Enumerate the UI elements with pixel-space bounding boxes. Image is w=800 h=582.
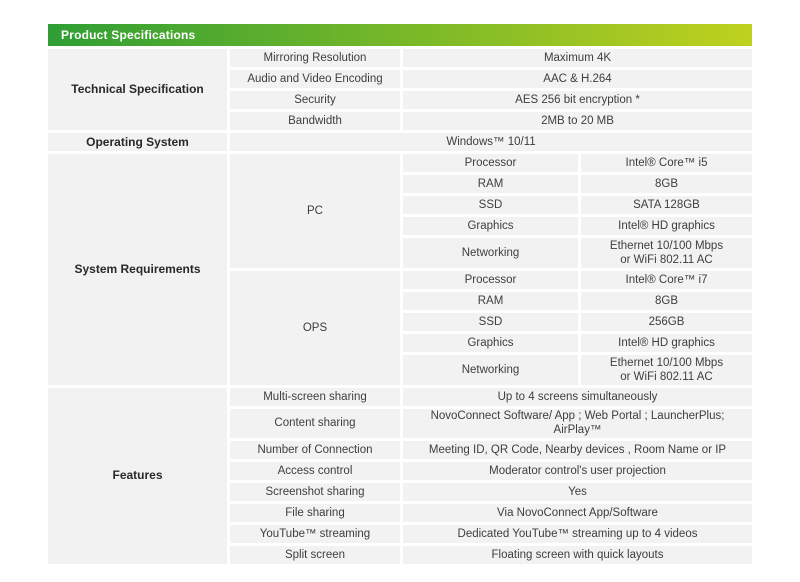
spec-value: Meeting ID, QR Code, Nearby devices , Ro…	[403, 440, 752, 459]
spec-row: Split screen Floating screen with quick …	[230, 545, 752, 564]
section-label: Technical Specification	[48, 49, 227, 130]
spec-label: RAM	[403, 175, 578, 193]
spec-label: Access control	[230, 461, 400, 480]
group-specs: Processor Intel® Core™ i5 RAM 8GB SSD SA…	[403, 154, 752, 268]
spec-value: 2MB to 20 MB	[403, 112, 752, 130]
spec-label: Processor	[403, 271, 578, 289]
spec-value: Up to 4 screens simultaneously	[403, 388, 752, 406]
spec-row: Multi-screen sharing Up to 4 screens sim…	[230, 388, 752, 406]
spec-label: Screenshot sharing	[230, 482, 400, 501]
section-system-requirements: System Requirements PC Processor Intel® …	[48, 154, 752, 385]
section-features: Features Multi-screen sharing Up to 4 sc…	[48, 388, 752, 564]
spec-value: NovoConnect Software/ App ; Web Portal ;…	[403, 409, 752, 438]
spec-row: Windows™ 10/11	[230, 133, 752, 151]
spec-label: Multi-screen sharing	[230, 388, 400, 406]
spec-value: AAC & H.264	[403, 70, 752, 88]
spec-label: RAM	[403, 292, 578, 310]
spec-row: Processor Intel® Core™ i5	[403, 154, 752, 172]
spec-label: Content sharing	[230, 409, 400, 438]
spec-row: Networking Ethernet 10/100 Mbps or WiFi …	[403, 355, 752, 385]
section-technical-specification: Technical Specification Mirroring Resolu…	[48, 49, 752, 130]
section-rows: Mirroring Resolution Maximum 4K Audio an…	[230, 49, 752, 130]
spec-row: Content sharing NovoConnect Software/ Ap…	[230, 409, 752, 438]
spec-label: File sharing	[230, 503, 400, 522]
spec-row: Processor Intel® Core™ i7	[403, 271, 752, 289]
spec-row: Mirroring Resolution Maximum 4K	[230, 49, 752, 67]
spec-value: 8GB	[581, 292, 752, 310]
spec-value: 8GB	[581, 175, 752, 193]
section-label: Operating System	[48, 133, 227, 151]
spec-row: Bandwidth 2MB to 20 MB	[230, 112, 752, 130]
spec-row: Networking Ethernet 10/100 Mbps or WiFi …	[403, 238, 752, 268]
spec-row: RAM 8GB	[403, 175, 752, 193]
spec-value: Maximum 4K	[403, 49, 752, 67]
spec-row: YouTube™ streaming Dedicated YouTube™ st…	[230, 524, 752, 543]
spec-value: Floating screen with quick layouts	[403, 545, 752, 564]
table-title-bar: Product Specifications	[48, 24, 752, 46]
spec-value: AES 256 bit encryption *	[403, 91, 752, 109]
spec-value: Dedicated YouTube™ streaming up to 4 vid…	[403, 524, 752, 543]
spec-row: SSD 256GB	[403, 313, 752, 331]
spec-label: Processor	[403, 154, 578, 172]
spec-row: Number of Connection Meeting ID, QR Code…	[230, 440, 752, 459]
section-groups: PC Processor Intel® Core™ i5 RAM 8GB	[230, 154, 752, 385]
spec-value: Moderator control's user projection	[403, 461, 752, 480]
spec-value: Ethernet 10/100 Mbps or WiFi 802.11 AC	[581, 238, 752, 268]
section-rows: Windows™ 10/11	[230, 133, 752, 151]
table-title: Product Specifications	[61, 28, 196, 42]
group-name: OPS	[230, 271, 400, 385]
spec-label: Graphics	[403, 334, 578, 352]
spec-label: Split screen	[230, 545, 400, 564]
spec-label: Networking	[403, 238, 578, 268]
spec-value: Intel® HD graphics	[581, 334, 752, 352]
spec-value: SATA 128GB	[581, 196, 752, 214]
spec-label: SSD	[403, 313, 578, 331]
spec-value: Intel® Core™ i7	[581, 271, 752, 289]
spec-row: SSD SATA 128GB	[403, 196, 752, 214]
spec-label: Security	[230, 91, 400, 109]
group-name: PC	[230, 154, 400, 268]
spec-row: RAM 8GB	[403, 292, 752, 310]
spec-value: Ethernet 10/100 Mbps or WiFi 802.11 AC	[581, 355, 752, 385]
table-body: Technical Specification Mirroring Resolu…	[48, 49, 752, 564]
group-specs: Processor Intel® Core™ i7 RAM 8GB SSD 25…	[403, 271, 752, 385]
spec-row: Graphics Intel® HD graphics	[403, 217, 752, 235]
spec-value: 256GB	[581, 313, 752, 331]
spec-label: Graphics	[403, 217, 578, 235]
section-rows: Multi-screen sharing Up to 4 screens sim…	[230, 388, 752, 564]
spec-row: File sharing Via NovoConnect App/Softwar…	[230, 503, 752, 522]
spec-value: Via NovoConnect App/Software	[403, 503, 752, 522]
spec-row: Graphics Intel® HD graphics	[403, 334, 752, 352]
spec-row: Security AES 256 bit encryption *	[230, 91, 752, 109]
spec-row: Audio and Video Encoding AAC & H.264	[230, 70, 752, 88]
group-ops: OPS Processor Intel® Core™ i7 RAM 8GB	[230, 271, 752, 385]
spec-value: Intel® HD graphics	[581, 217, 752, 235]
spec-label: Audio and Video Encoding	[230, 70, 400, 88]
spec-value: Yes	[403, 482, 752, 501]
spec-label: Bandwidth	[230, 112, 400, 130]
section-label: System Requirements	[48, 154, 227, 385]
product-spec-table: Product Specifications Technical Specifi…	[48, 24, 752, 564]
spec-value: Windows™ 10/11	[230, 133, 752, 151]
section-operating-system: Operating System Windows™ 10/11	[48, 133, 752, 151]
spec-row: Screenshot sharing Yes	[230, 482, 752, 501]
spec-label: Number of Connection	[230, 440, 400, 459]
group-pc: PC Processor Intel® Core™ i5 RAM 8GB	[230, 154, 752, 268]
section-label: Features	[48, 388, 227, 564]
spec-label: SSD	[403, 196, 578, 214]
spec-label: YouTube™ streaming	[230, 524, 400, 543]
spec-label: Networking	[403, 355, 578, 385]
spec-label: Mirroring Resolution	[230, 49, 400, 67]
spec-value: Intel® Core™ i5	[581, 154, 752, 172]
spec-row: Access control Moderator control's user …	[230, 461, 752, 480]
